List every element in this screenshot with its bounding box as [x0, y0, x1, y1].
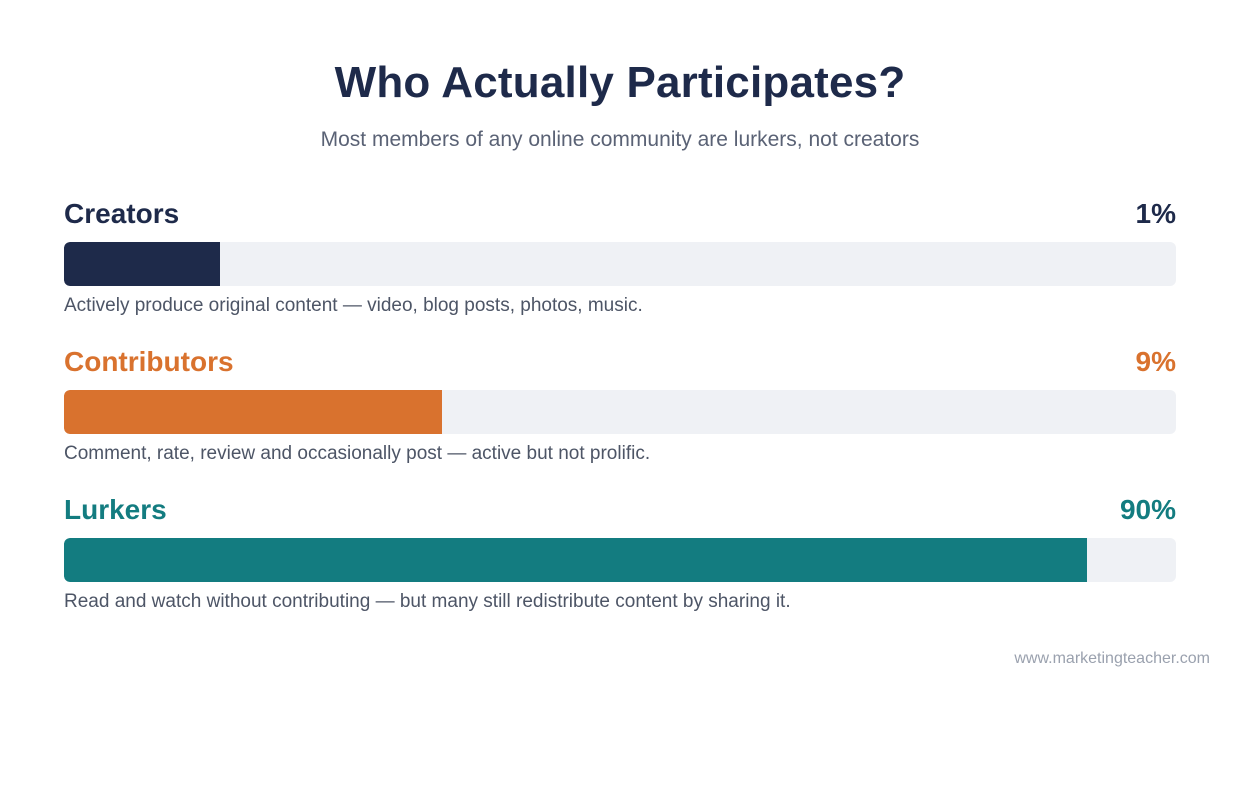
data-label-lurkers: 90% [1119, 494, 1176, 525]
bar-label-contributors: Contributors [64, 346, 234, 377]
row-creators: Creators 1% Actively produce original co… [64, 198, 1176, 316]
row-lurkers: Lurkers 90% Read and watch without contr… [64, 494, 1176, 612]
bar-track-lurkers [64, 538, 1176, 582]
data-label-creators: 1% [1135, 198, 1176, 229]
bar-contributors [64, 390, 443, 434]
chart-title: Who Actually Participates? [334, 58, 906, 107]
bar-creators [64, 242, 220, 286]
row-contributors: Contributors 9% Comment, rate, review an… [64, 346, 1176, 464]
chart-subtitle: Most members of any online community are… [320, 128, 920, 151]
data-label-contributors: 9% [1135, 346, 1176, 377]
source-link[interactable]: www.marketingteacher.com [1014, 650, 1210, 667]
bar-label-lurkers: Lurkers [64, 494, 167, 525]
bar-lurkers [64, 538, 1088, 582]
bar-track-creators [64, 242, 1176, 286]
description-contributors: Comment, rate, review and occasionally p… [64, 443, 651, 464]
bar-track-contributors [64, 390, 1176, 434]
description-creators: Actively produce original content — vide… [64, 295, 643, 316]
bar-label-creators: Creators [64, 198, 180, 229]
description-lurkers: Read and watch without contributing — bu… [64, 591, 791, 612]
